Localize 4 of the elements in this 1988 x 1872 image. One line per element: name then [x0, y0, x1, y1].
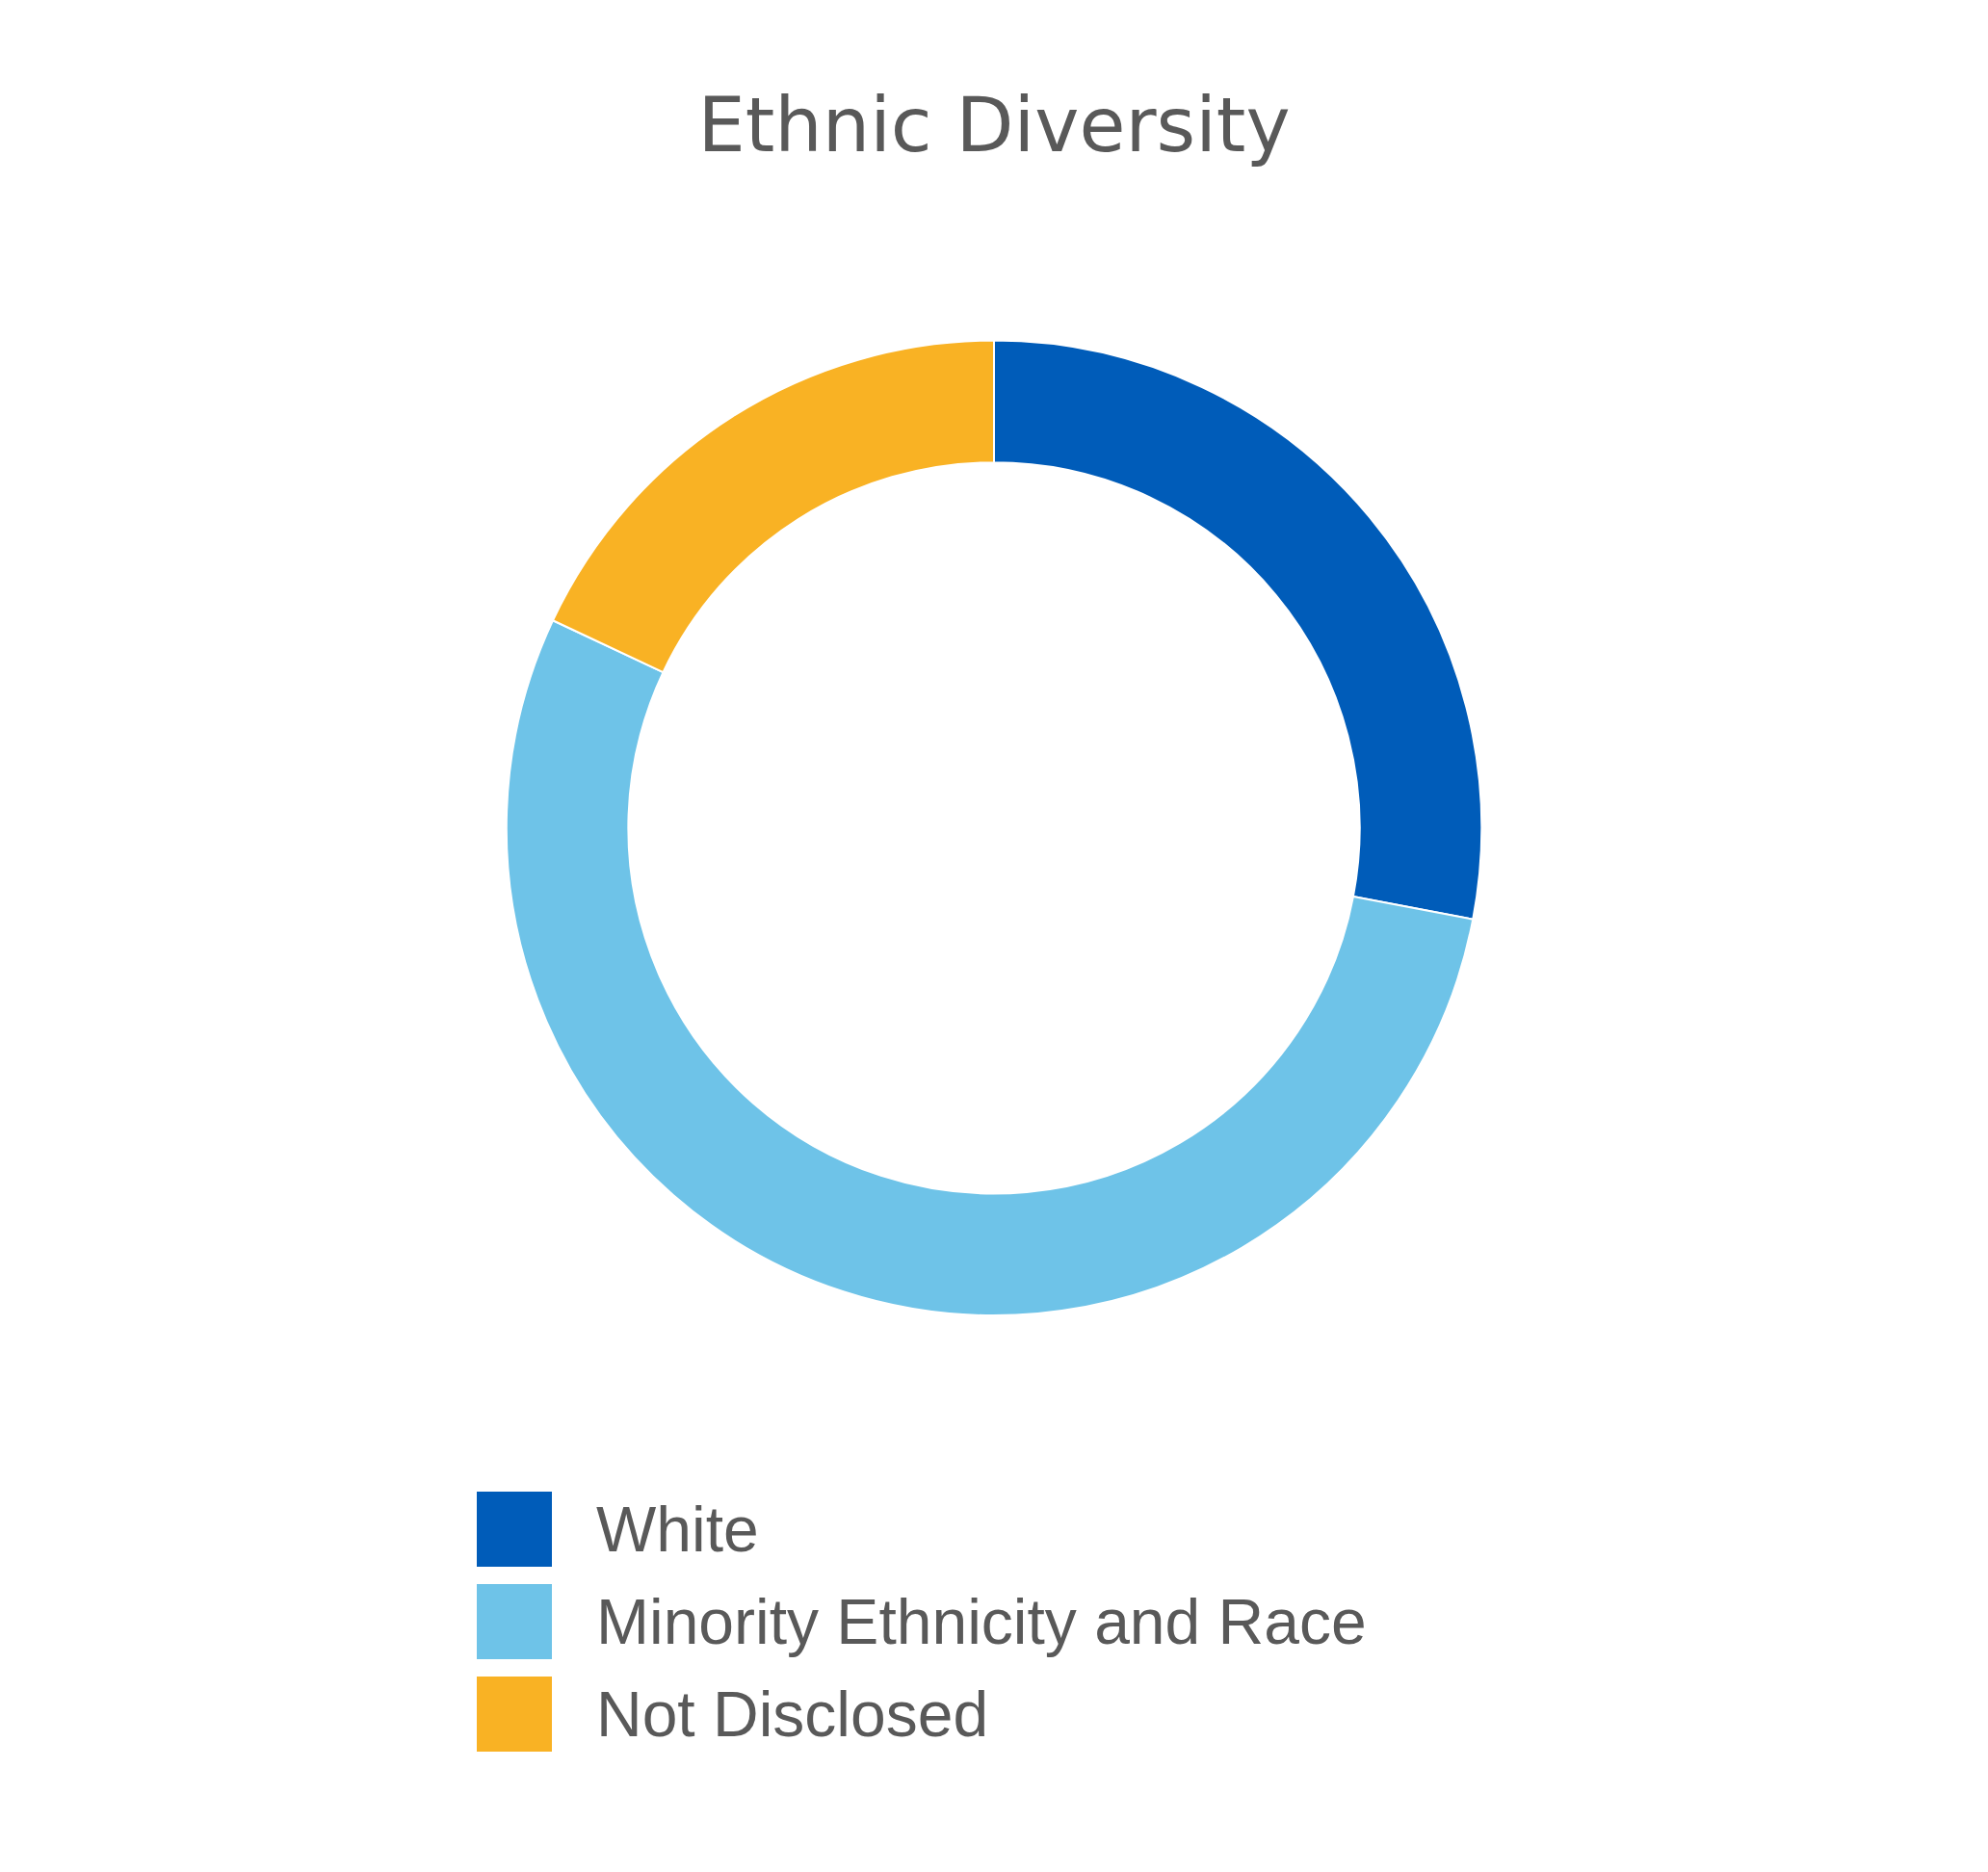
legend-label: White [596, 1493, 759, 1566]
chart-title: Ethnic Diversity [697, 82, 1291, 169]
legend-label: Minority Ethnicity and Race [596, 1585, 1367, 1658]
legend-label: Not Disclosed [596, 1677, 989, 1751]
